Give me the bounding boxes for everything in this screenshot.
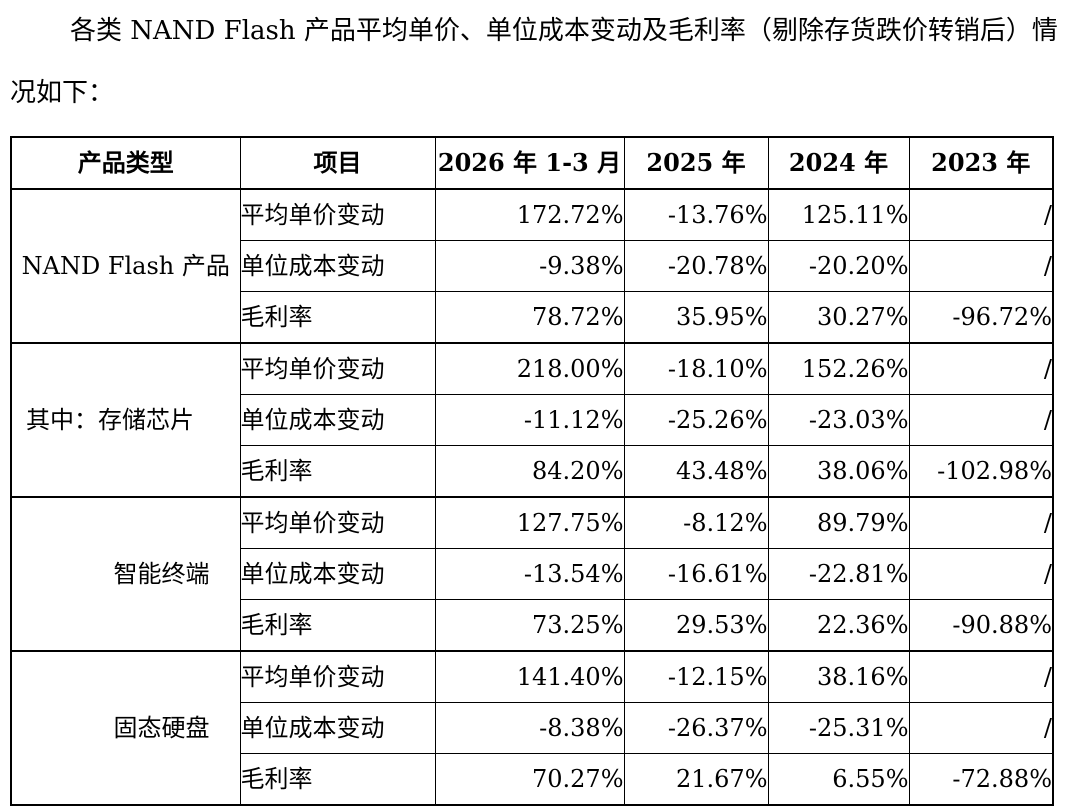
nand-flash-table: 产品类型 项目 2026 年 1-3 月 2025 年 2024 年 2023 … (10, 136, 1054, 806)
header-2023: 2023 年 (908, 136, 1054, 190)
item-cell: 毛利率 (239, 599, 436, 652)
value-2025: -18.10% (623, 342, 769, 395)
table-header: 产品类型 项目 2026 年 1-3 月 2025 年 2024 年 2023 … (10, 136, 1054, 190)
value-2023: / (908, 394, 1054, 446)
table-row: 其中：存储芯片 平均单价变动 218.00% -18.10% 152.26% / (10, 342, 1054, 498)
category-cell: 固态硬盘 (10, 650, 241, 806)
item-cell: 毛利率 (239, 291, 436, 344)
item-cell: 单位成本变动 (239, 394, 436, 446)
value-2024: -22.81% (767, 548, 910, 600)
value-2024: -23.03% (767, 394, 910, 446)
group-storage-chip: 其中：存储芯片 平均单价变动 218.00% -18.10% 152.26% /… (10, 342, 1054, 498)
value-2025: -12.15% (623, 650, 769, 703)
value-2023: / (908, 496, 1054, 549)
table-row: 固态硬盘 平均单价变动 141.40% -12.15% 38.16% / (10, 650, 1054, 806)
value-2024: 6.55% (767, 753, 910, 806)
value-2024: 89.79% (767, 496, 910, 549)
value-2023: -90.88% (908, 599, 1054, 652)
value-2024: 22.36% (767, 599, 910, 652)
value-2026-q1: 127.75% (434, 496, 625, 549)
table-row: 单位成本变动 -13.54% -16.61% -22.81% / (11, 548, 1054, 600)
intro-paragraph: 各类 NAND Flash 产品平均单价、单位成本变动及毛利率（剔除存货跌价转销… (10, 16, 1058, 108)
value-2026-q1: 84.20% (434, 445, 625, 498)
value-2026-q1: -13.54% (434, 548, 625, 600)
table-row: 单位成本变动 -11.12% -25.26% -23.03% / (11, 394, 1054, 446)
value-2026-q1: -9.38% (434, 240, 625, 292)
value-2026-q1: -11.12% (434, 394, 625, 446)
value-2024: 125.11% (767, 188, 910, 241)
value-2023: / (908, 240, 1054, 292)
table-row: 智能终端 平均单价变动 127.75% -8.12% 89.79% / (10, 496, 1054, 652)
value-2023: / (908, 188, 1054, 241)
item-cell: 平均单价变动 (239, 496, 436, 549)
item-cell: 单位成本变动 (239, 240, 436, 292)
item-cell: 毛利率 (239, 445, 436, 498)
header-2026-q1: 2026 年 1-3 月 (434, 136, 625, 190)
value-2026-q1: -8.38% (434, 702, 625, 754)
value-2026-q1: 218.00% (434, 342, 625, 395)
table-row: 单位成本变动 -9.38% -20.78% -20.20% / (11, 240, 1054, 292)
value-2023: / (908, 548, 1054, 600)
item-cell: 平均单价变动 (239, 342, 436, 395)
table-row: 毛利率 84.20% 43.48% 38.06% -102.98% (11, 445, 1054, 498)
value-2025: -20.78% (623, 240, 769, 292)
table-row: NAND Flash 产品 平均单价变动 172.72% -13.76% 125… (10, 188, 1054, 344)
group-smart-terminal: 智能终端 平均单价变动 127.75% -8.12% 89.79% / 单位成本… (10, 496, 1054, 652)
group-nand-flash: NAND Flash 产品 平均单价变动 172.72% -13.76% 125… (10, 188, 1054, 344)
value-2025: 43.48% (623, 445, 769, 498)
value-2023: / (908, 342, 1054, 395)
value-2025: -25.26% (623, 394, 769, 446)
value-2024: 152.26% (767, 342, 910, 395)
value-2025: 35.95% (623, 291, 769, 344)
table-row: 毛利率 78.72% 35.95% 30.27% -96.72% (11, 291, 1054, 344)
value-2024: -25.31% (767, 702, 910, 754)
header-item: 项目 (239, 136, 436, 190)
value-2025: -13.76% (623, 188, 769, 241)
value-2023: / (908, 702, 1054, 754)
value-2025: -16.61% (623, 548, 769, 600)
header-2024: 2024 年 (767, 136, 910, 190)
value-2026-q1: 78.72% (434, 291, 625, 344)
category-cell: 其中：存储芯片 (10, 342, 241, 498)
table-row: 毛利率 73.25% 29.53% 22.36% -90.88% (11, 599, 1054, 652)
header-product-type: 产品类型 (10, 136, 241, 190)
value-2024: 30.27% (767, 291, 910, 344)
category-cell: 智能终端 (10, 496, 241, 652)
category-cell: NAND Flash 产品 (10, 188, 241, 344)
value-2025: -8.12% (623, 496, 769, 549)
item-cell: 毛利率 (239, 753, 436, 806)
header-2025: 2025 年 (623, 136, 769, 190)
table-row: 单位成本变动 -8.38% -26.37% -25.31% / (11, 702, 1054, 754)
value-2023: -96.72% (908, 291, 1054, 344)
group-ssd: 固态硬盘 平均单价变动 141.40% -12.15% 38.16% / 单位成… (10, 650, 1054, 806)
value-2024: 38.06% (767, 445, 910, 498)
item-cell: 平均单价变动 (239, 188, 436, 241)
table-row: 毛利率 70.27% 21.67% 6.55% -72.88% (11, 753, 1054, 806)
value-2025: -26.37% (623, 702, 769, 754)
value-2024: 38.16% (767, 650, 910, 703)
value-2026-q1: 172.72% (434, 188, 625, 241)
value-2026-q1: 141.40% (434, 650, 625, 703)
value-2026-q1: 70.27% (434, 753, 625, 806)
item-cell: 单位成本变动 (239, 702, 436, 754)
value-2023: / (908, 650, 1054, 703)
item-cell: 单位成本变动 (239, 548, 436, 600)
value-2025: 21.67% (623, 753, 769, 806)
value-2024: -20.20% (767, 240, 910, 292)
value-2026-q1: 73.25% (434, 599, 625, 652)
item-cell: 平均单价变动 (239, 650, 436, 703)
value-2023: -102.98% (908, 445, 1054, 498)
value-2023: -72.88% (908, 753, 1054, 806)
value-2025: 29.53% (623, 599, 769, 652)
header-row: 产品类型 项目 2026 年 1-3 月 2025 年 2024 年 2023 … (10, 136, 1054, 190)
